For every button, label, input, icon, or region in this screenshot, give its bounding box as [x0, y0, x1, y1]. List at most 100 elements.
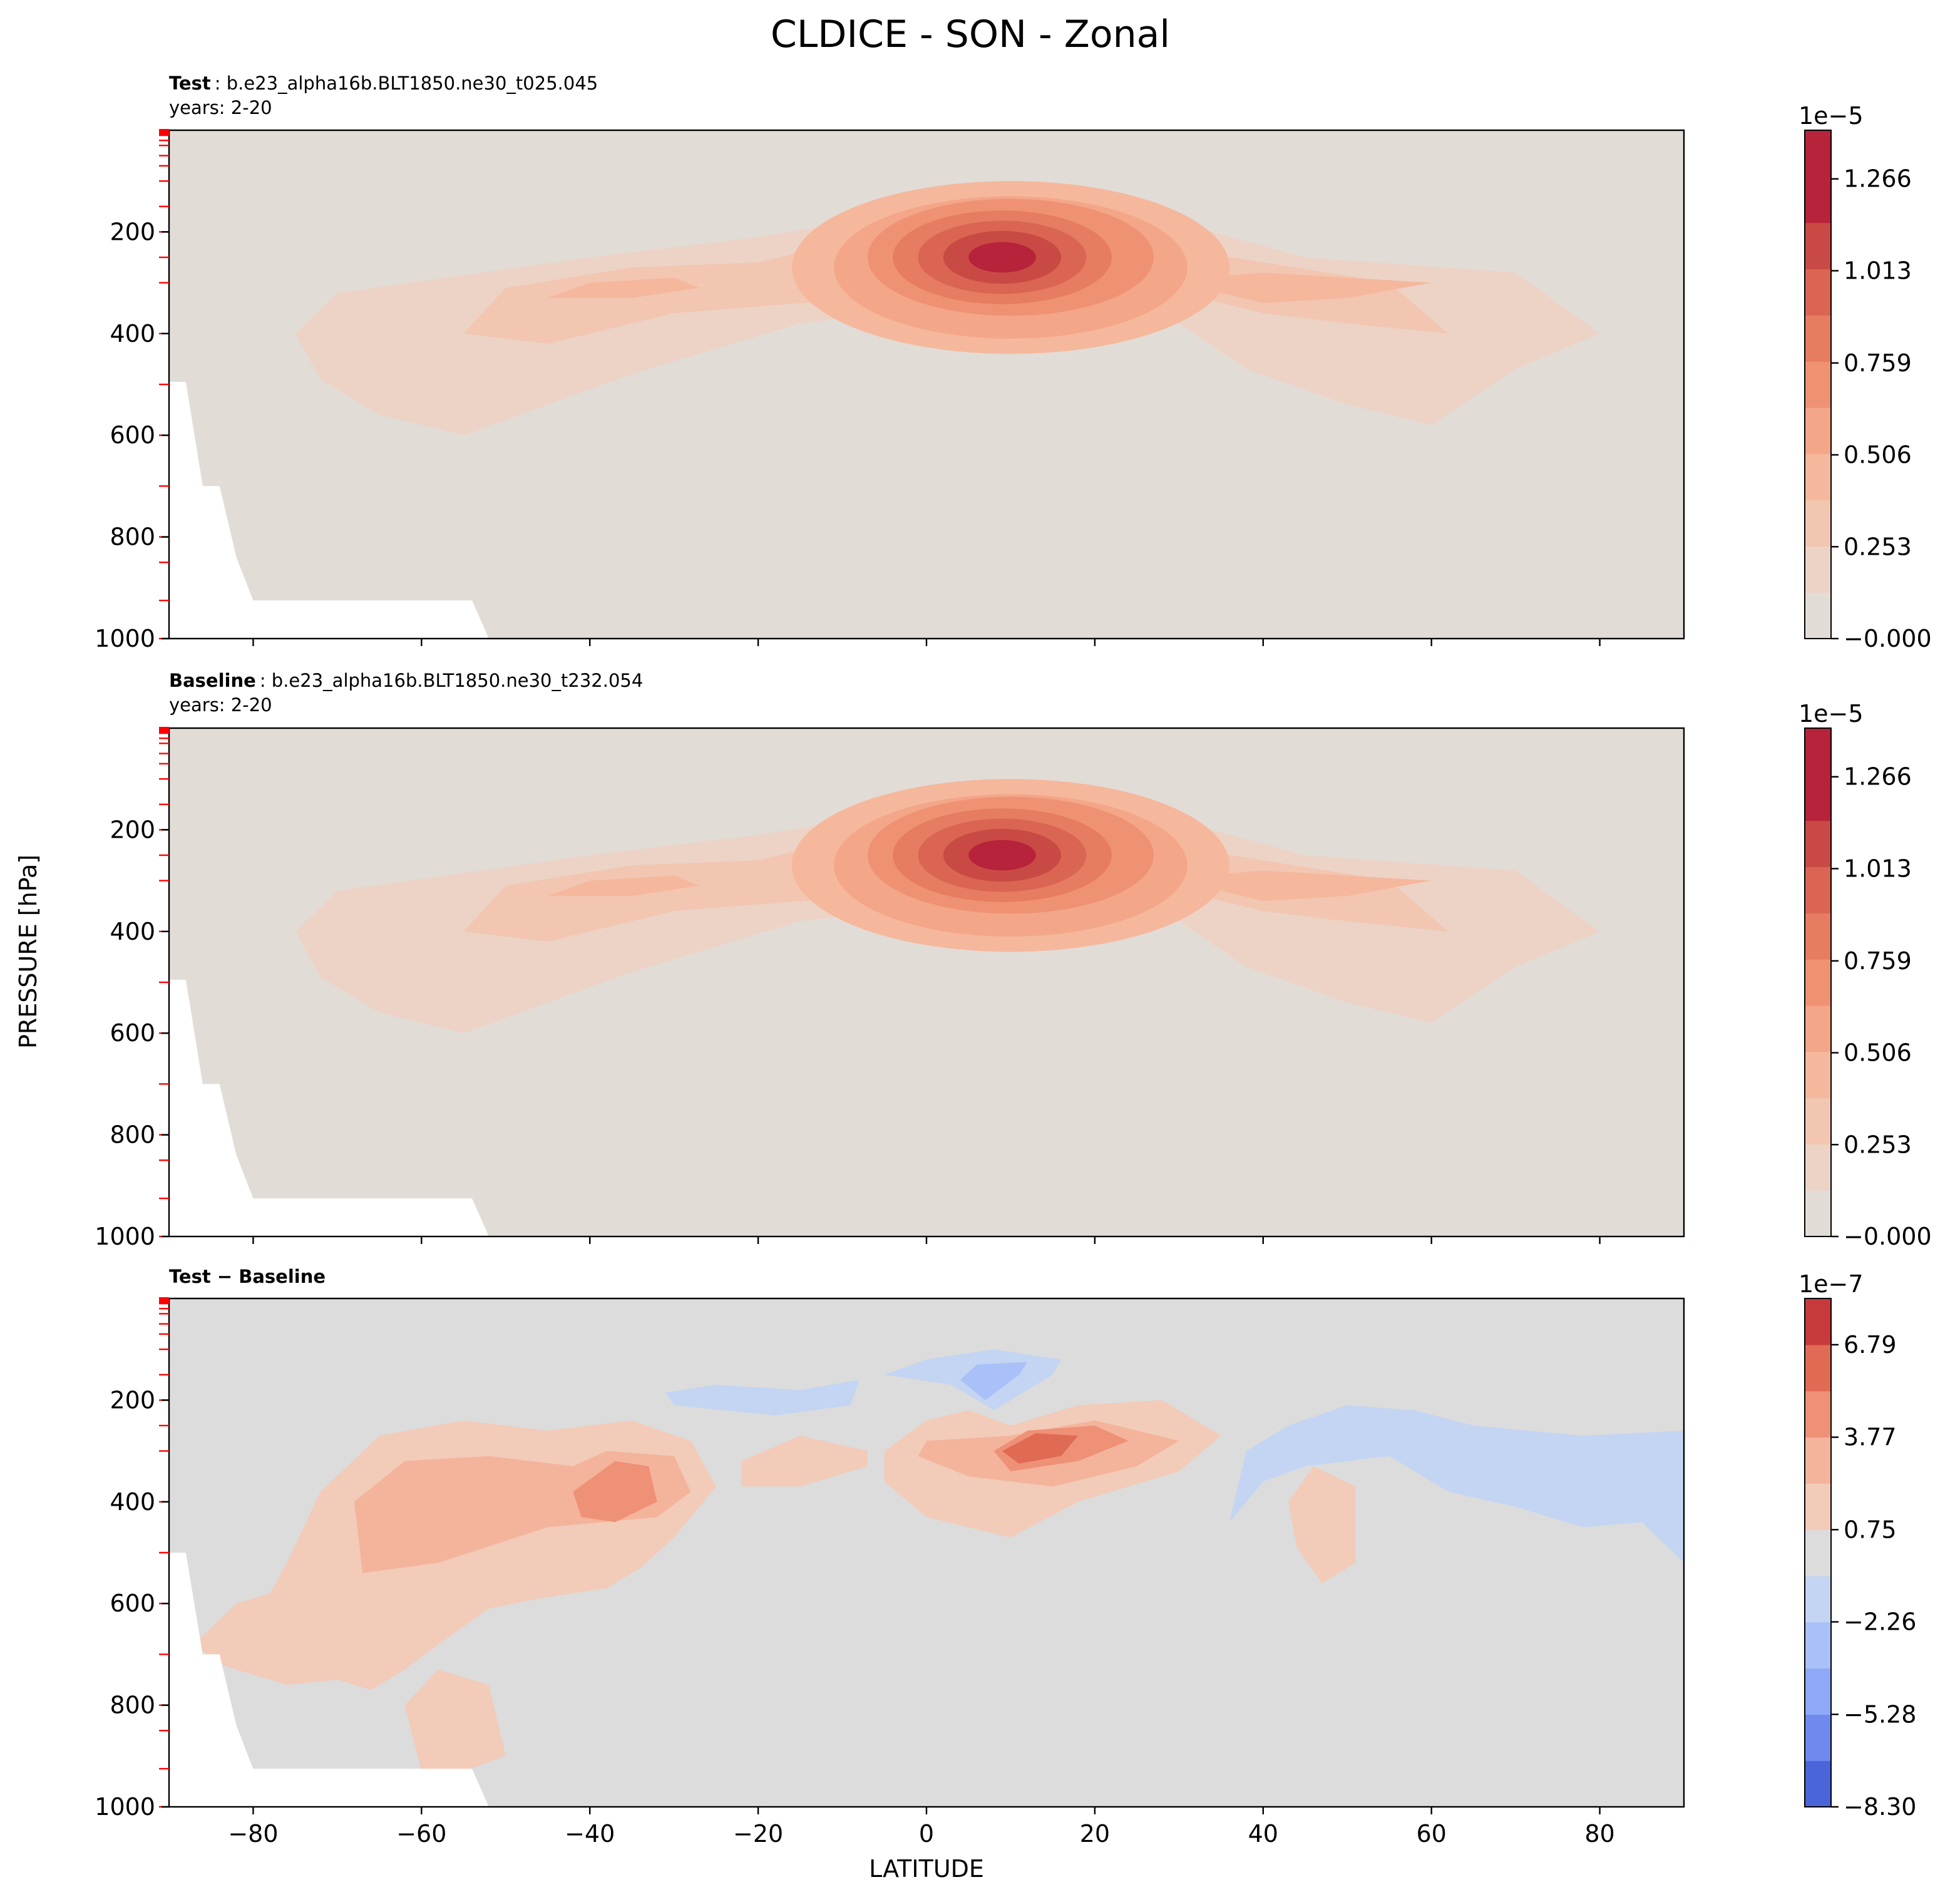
x-tick-label: 80 — [1584, 1820, 1614, 1848]
diff-colorbar-tick-label: −5.28 — [1844, 1700, 1916, 1728]
baseline-colorbar-tick-label: 0.506 — [1844, 1039, 1912, 1067]
diff-colorbar-frame — [1804, 1298, 1832, 1807]
figure-title: CLDICE - SON - Zonal — [771, 13, 1170, 56]
diff-colorbar-segment — [1805, 1344, 1831, 1392]
diff-positive-south-core — [573, 1461, 657, 1523]
baseline-colorbar-segment — [1805, 774, 1831, 821]
baseline-y-tick-label: 1000 — [95, 1223, 155, 1250]
baseline-colorbar-tick-label: 1.266 — [1844, 763, 1912, 791]
baseline-years: years: 2-20 — [169, 694, 272, 716]
baseline-colorbar-segment — [1805, 728, 1831, 775]
baseline-title-label: Baseline — [169, 670, 256, 691]
baseline-colorbar-segment — [1805, 1098, 1831, 1144]
baseline-panel-title: Baseline: b.e23_alpha16b.BLT1850.ne30_t2… — [169, 670, 643, 691]
diff-y-tick-label: 600 — [110, 1590, 155, 1617]
x-tick-label: 20 — [1080, 1820, 1110, 1848]
baseline-colorbar-frame — [1804, 727, 1832, 1237]
diff-model-level-top-mark — [159, 1297, 169, 1303]
diff-positive-north-patch — [1288, 1466, 1356, 1583]
test-colorbar-tick-label: 1.013 — [1844, 257, 1912, 284]
diff-positive-south-tail — [404, 1669, 506, 1772]
test-colorbar-segment — [1805, 453, 1831, 501]
baseline-colorbar-multiplier: 1e−5 — [1798, 700, 1864, 727]
baseline-masked-edge — [169, 982, 228, 1199]
diff-negative-north — [1229, 1405, 1684, 1563]
test-colorbar-tick-label: 0.253 — [1844, 533, 1912, 560]
baseline-colorbar-segment — [1805, 820, 1831, 868]
test-title-label: Test — [169, 73, 211, 94]
test-colorbar-segment — [1805, 361, 1831, 408]
test-contour-level-3-north — [1204, 272, 1432, 304]
diff-panel-title: Test − Baseline — [169, 1266, 326, 1287]
difference-contour-panel — [169, 1298, 1684, 1807]
diff-colorbar-segment — [1805, 1761, 1831, 1807]
diff-y-tick-label: 800 — [110, 1692, 155, 1719]
test-contour-level-3-south — [548, 277, 699, 298]
x-tick-label: −80 — [228, 1820, 278, 1848]
diff-colorbar-tick-label: 0.75 — [1844, 1516, 1897, 1543]
x-tick-label: 0 — [919, 1820, 934, 1848]
baseline-colorbar-segment — [1805, 1005, 1831, 1052]
test-y-tick-label: 800 — [110, 523, 155, 551]
test-y-tick-label: 400 — [110, 320, 155, 347]
diff-colorbar-segment — [1805, 1483, 1831, 1530]
y-axis-label: PRESSURE [hPa] — [14, 855, 42, 1049]
test-y-tick-label: 200 — [110, 218, 155, 245]
test-masked-topography — [169, 381, 489, 639]
test-years: years: 2-20 — [169, 97, 272, 118]
baseline-contour-level-3-north — [1204, 870, 1432, 902]
baseline-colorbar-segment — [1805, 959, 1831, 1006]
x-axis-label: LATITUDE — [869, 1855, 984, 1883]
test-y-tick-label: 600 — [110, 421, 155, 449]
x-tick-label: 60 — [1416, 1820, 1446, 1848]
diff-colorbar-segment — [1805, 1298, 1831, 1345]
baseline-colorbar-segment — [1805, 1190, 1831, 1237]
baseline-y-tick-label: 800 — [110, 1121, 155, 1149]
test-contour-panel — [169, 130, 1684, 639]
diff-y-tick-label: 400 — [110, 1488, 155, 1516]
baseline-colorbar-segment — [1805, 913, 1831, 960]
test-colorbar-frame — [1804, 130, 1832, 639]
baseline-y-tick-label: 600 — [110, 1019, 155, 1047]
x-tick-label: −40 — [565, 1820, 615, 1848]
baseline-y-tick-label: 400 — [110, 918, 155, 945]
x-tick-label: −20 — [733, 1820, 783, 1848]
diff-colorbar-segment — [1805, 1575, 1831, 1623]
test-y-tick-label: 1000 — [95, 625, 155, 652]
diff-colorbar-segment — [1805, 1391, 1831, 1438]
diff-colorbar-multiplier: 1e−7 — [1798, 1270, 1864, 1298]
test-colorbar-segment — [1805, 500, 1831, 547]
diff-y-tick-label: 1000 — [95, 1793, 155, 1821]
test-colorbar-segment — [1805, 407, 1831, 455]
test-colorbar-segment — [1805, 592, 1831, 639]
baseline-title-value: : b.e23_alpha16b.BLT1850.ne30_t232.054 — [260, 670, 643, 691]
colorbars-layer: 1e−5 1.266 1.013 0.759 0.506 0.253 −0.000 1e−5 1… — [1798, 102, 1932, 1821]
baseline-colorbar-segment — [1805, 1051, 1831, 1099]
diff-colorbar-tick-label: 3.77 — [1844, 1424, 1897, 1451]
baseline-colorbar-segment — [1805, 1144, 1831, 1191]
test-colorbar-segment — [1805, 546, 1831, 593]
baseline-colorbar-segment — [1805, 866, 1831, 913]
baseline-colorbar-tick-label: 1.013 — [1844, 855, 1912, 882]
baseline-y-tick-label: 200 — [110, 816, 155, 843]
baseline-model-level-top-mark — [159, 727, 169, 733]
test-colorbar-tick-label: 1.266 — [1844, 165, 1912, 193]
baseline-masked-topography — [169, 979, 489, 1236]
axes-layer: 2004006008001000200400600800100020040060… — [95, 129, 1685, 1848]
test-model-level-top-mark — [159, 129, 169, 135]
test-colorbar-segment — [1805, 176, 1831, 224]
baseline-contour-level-3-south — [548, 875, 699, 896]
baseline-contour-panel — [169, 728, 1684, 1236]
baseline-colorbar-tick-label: 0.759 — [1844, 947, 1912, 975]
test-masked-edge — [169, 384, 228, 601]
test-colorbar-multiplier: 1e−5 — [1798, 102, 1864, 130]
test-colorbar-segment — [1805, 315, 1831, 362]
diff-colorbar-segment — [1805, 1622, 1831, 1669]
test-contour-core-9 — [968, 242, 1036, 273]
test-panel-title: Test: b.e23_alpha16b.BLT1850.ne30_t025.0… — [169, 73, 598, 94]
test-colorbar-segment — [1805, 269, 1831, 316]
diff-colorbar-segment — [1805, 1529, 1831, 1576]
diff-colorbar-tick-label: −2.26 — [1844, 1608, 1916, 1636]
diff-colorbar-segment — [1805, 1668, 1831, 1715]
